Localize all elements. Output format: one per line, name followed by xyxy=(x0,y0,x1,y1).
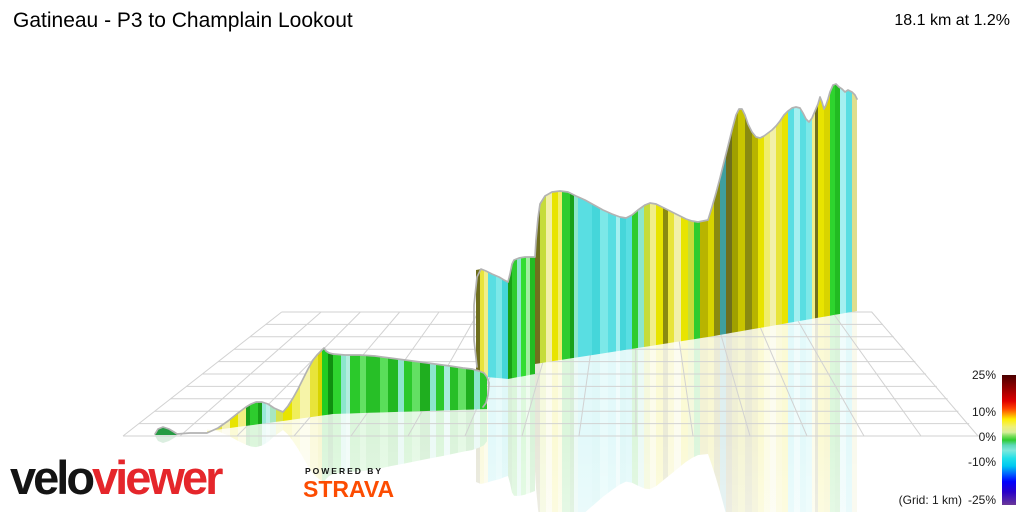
powered-by-label: POWERED BY xyxy=(305,466,384,476)
gradient-legend-bar xyxy=(1002,375,1016,505)
wall-segment-final-climb xyxy=(707,83,858,337)
legend-tick-label: 25% xyxy=(971,368,996,382)
grid-scale-note: (Grid: 1 km) xyxy=(898,493,962,507)
wall-segment-step-green xyxy=(507,256,536,379)
page-title: Gatineau - P3 to Champlain Lookout xyxy=(13,9,353,32)
route-summary: 18.1 km at 1.2% xyxy=(894,12,1010,29)
wall-segment-first-climb xyxy=(176,401,284,435)
veloviewer-logo-velo: velo xyxy=(10,451,95,504)
reflection-fade xyxy=(0,440,1024,512)
wall-segment-step-descent-cyan xyxy=(473,268,509,379)
wall-segment-green-ridge xyxy=(332,353,490,414)
wall-back-sections xyxy=(473,83,858,379)
legend-tick-label: 0% xyxy=(978,430,996,444)
wall-segment-middle-plateau xyxy=(534,190,709,364)
legend-tick-label: -25% xyxy=(967,493,996,507)
legend-tick-label: 10% xyxy=(971,405,996,419)
wall-segment-start-bump xyxy=(154,426,178,435)
veloviewer-logo-viewer: viewer xyxy=(92,451,223,504)
veloviewer-logo: veloviewer xyxy=(10,451,223,504)
wall-segment-steep-yellow-climb xyxy=(282,347,334,421)
wall-front-sections xyxy=(154,347,490,435)
legend-tick-label: -10% xyxy=(967,455,996,469)
strava-logo: STRAVA xyxy=(303,476,395,502)
